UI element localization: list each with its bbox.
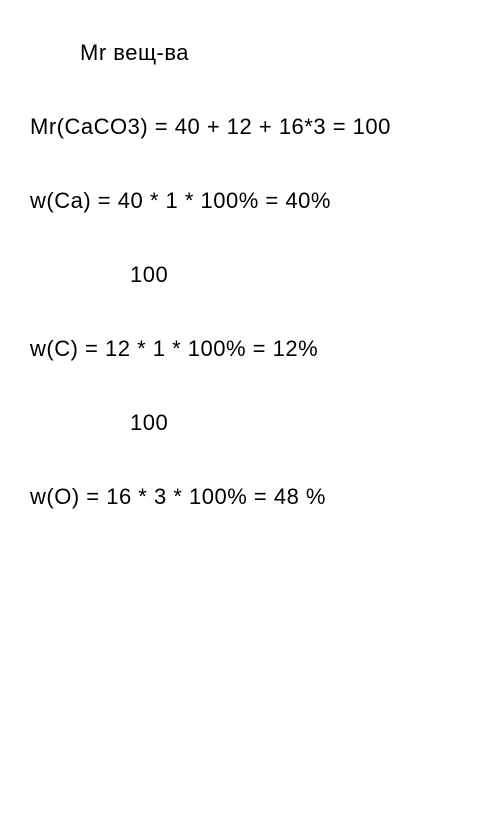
mr-calculation: Mr(CaCO3) = 40 + 12 + 16*3 = 100 xyxy=(30,114,391,139)
denominator-2: 100 xyxy=(130,410,168,435)
denominator-line-2: 100 xyxy=(30,410,470,436)
wc-calculation: w(C) = 12 * 1 * 100% = 12% xyxy=(30,336,318,361)
formula-line-wo: w(O) = 16 * 3 * 100% = 48 % xyxy=(30,484,470,510)
header-line: Mr вещ-ва xyxy=(30,40,470,66)
denominator-1: 100 xyxy=(130,262,168,287)
wo-calculation: w(O) = 16 * 3 * 100% = 48 % xyxy=(30,484,326,509)
wca-calculation: w(Ca) = 40 * 1 * 100% = 40% xyxy=(30,188,331,213)
formula-line-wca: w(Ca) = 40 * 1 * 100% = 40% xyxy=(30,188,470,214)
formula-line-mr: Mr(CaCO3) = 40 + 12 + 16*3 = 100 xyxy=(30,114,470,140)
header-text: Mr вещ-ва xyxy=(80,40,189,65)
denominator-line-1: 100 xyxy=(30,262,470,288)
formula-line-wc: w(C) = 12 * 1 * 100% = 12% xyxy=(30,336,470,362)
